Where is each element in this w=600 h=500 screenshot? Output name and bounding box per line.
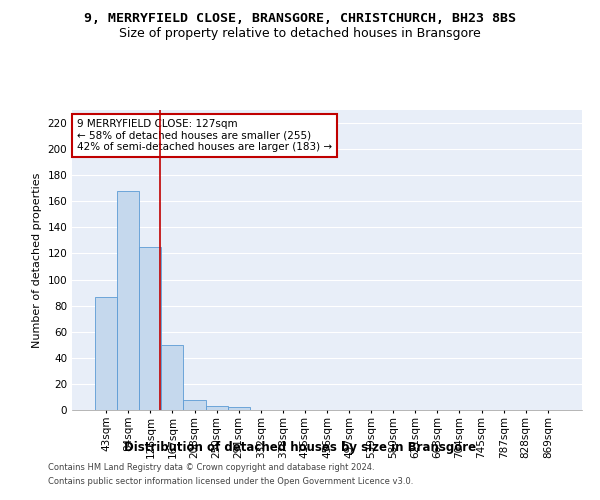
Text: Contains HM Land Registry data © Crown copyright and database right 2024.: Contains HM Land Registry data © Crown c…: [48, 464, 374, 472]
Bar: [139, 247, 161, 410]
Text: Distribution of detached houses by size in Bransgore: Distribution of detached houses by size …: [124, 441, 476, 454]
Text: 9 MERRYFIELD CLOSE: 127sqm
← 58% of detached houses are smaller (255)
42% of sem: 9 MERRYFIELD CLOSE: 127sqm ← 58% of deta…: [77, 119, 332, 152]
Bar: [184, 400, 206, 410]
Bar: [161, 345, 184, 410]
Text: Size of property relative to detached houses in Bransgore: Size of property relative to detached ho…: [119, 28, 481, 40]
Text: Contains public sector information licensed under the Open Government Licence v3: Contains public sector information licen…: [48, 477, 413, 486]
Bar: [95, 296, 117, 410]
Bar: [206, 406, 227, 410]
Bar: [227, 408, 250, 410]
Bar: [117, 191, 139, 410]
Y-axis label: Number of detached properties: Number of detached properties: [32, 172, 42, 348]
Text: 9, MERRYFIELD CLOSE, BRANSGORE, CHRISTCHURCH, BH23 8BS: 9, MERRYFIELD CLOSE, BRANSGORE, CHRISTCH…: [84, 12, 516, 26]
